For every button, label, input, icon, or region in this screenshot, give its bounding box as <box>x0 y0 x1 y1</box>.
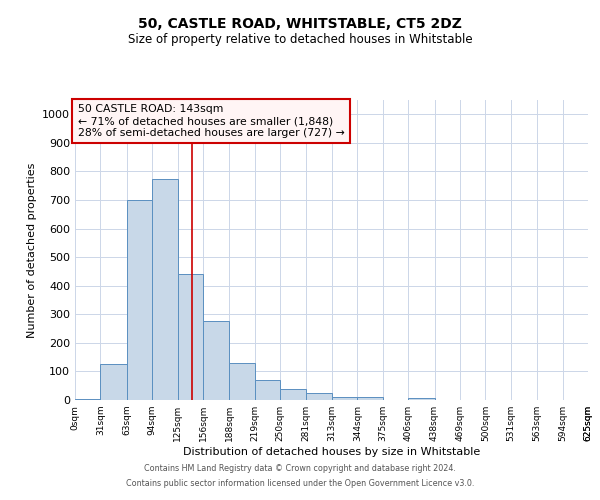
Bar <box>358 397 383 400</box>
Bar <box>408 398 434 400</box>
Bar <box>152 178 178 400</box>
Text: 50, CASTLE ROAD, WHITSTABLE, CT5 2DZ: 50, CASTLE ROAD, WHITSTABLE, CT5 2DZ <box>138 18 462 32</box>
Bar <box>203 322 229 400</box>
Bar <box>100 364 127 400</box>
Bar <box>75 398 100 400</box>
Text: Contains HM Land Registry data © Crown copyright and database right 2024.: Contains HM Land Registry data © Crown c… <box>144 464 456 473</box>
Bar <box>178 274 203 400</box>
X-axis label: Distribution of detached houses by size in Whitstable: Distribution of detached houses by size … <box>183 447 480 457</box>
Bar <box>229 363 255 400</box>
Bar <box>280 390 305 400</box>
Y-axis label: Number of detached properties: Number of detached properties <box>26 162 37 338</box>
Text: Contains public sector information licensed under the Open Government Licence v3: Contains public sector information licen… <box>126 479 474 488</box>
Bar <box>305 393 332 400</box>
Text: Size of property relative to detached houses in Whitstable: Size of property relative to detached ho… <box>128 32 472 46</box>
Bar <box>127 200 152 400</box>
Bar <box>332 397 358 400</box>
Text: 50 CASTLE ROAD: 143sqm
← 71% of detached houses are smaller (1,848)
28% of semi-: 50 CASTLE ROAD: 143sqm ← 71% of detached… <box>77 104 344 138</box>
Bar <box>255 380 280 400</box>
